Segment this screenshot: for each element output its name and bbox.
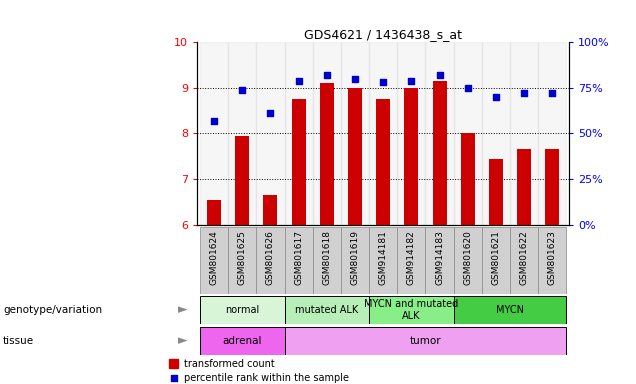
Bar — [291, 99, 306, 225]
Bar — [482, 42, 510, 225]
Bar — [200, 42, 228, 225]
Text: GSM801623: GSM801623 — [548, 230, 556, 285]
Point — [322, 72, 332, 78]
FancyBboxPatch shape — [425, 227, 453, 294]
FancyBboxPatch shape — [284, 327, 567, 355]
FancyBboxPatch shape — [453, 296, 567, 324]
Point — [519, 90, 529, 96]
Bar — [398, 42, 425, 225]
Text: MYCN and mutated
ALK: MYCN and mutated ALK — [364, 299, 459, 321]
FancyBboxPatch shape — [228, 227, 256, 294]
Point — [406, 78, 417, 84]
Bar — [284, 42, 313, 225]
Point — [294, 78, 304, 84]
Text: ►: ► — [178, 304, 188, 316]
Bar — [489, 159, 503, 225]
Point — [462, 85, 473, 91]
Text: GSM801626: GSM801626 — [266, 230, 275, 285]
Bar — [425, 42, 453, 225]
FancyBboxPatch shape — [200, 327, 284, 355]
Bar — [432, 81, 446, 225]
Bar — [460, 134, 475, 225]
Text: GSM801618: GSM801618 — [322, 230, 331, 285]
Text: GSM801619: GSM801619 — [350, 230, 359, 285]
FancyBboxPatch shape — [538, 227, 567, 294]
Text: genotype/variation: genotype/variation — [3, 305, 102, 315]
Text: tumor: tumor — [410, 336, 441, 346]
Bar — [545, 149, 559, 225]
Bar — [376, 99, 391, 225]
Text: GSM801625: GSM801625 — [238, 230, 247, 285]
FancyBboxPatch shape — [341, 227, 369, 294]
FancyBboxPatch shape — [369, 227, 398, 294]
FancyBboxPatch shape — [482, 227, 510, 294]
Text: ►: ► — [178, 334, 188, 347]
Bar — [510, 42, 538, 225]
Text: normal: normal — [225, 305, 259, 315]
Bar — [169, 359, 178, 368]
Text: GSM914183: GSM914183 — [435, 230, 444, 285]
Point — [350, 76, 360, 82]
Text: adrenal: adrenal — [223, 336, 262, 346]
Bar — [207, 200, 221, 225]
Point — [209, 118, 219, 124]
FancyBboxPatch shape — [369, 296, 453, 324]
Bar — [369, 42, 398, 225]
Bar — [453, 42, 482, 225]
FancyBboxPatch shape — [510, 227, 538, 294]
Text: tissue: tissue — [3, 336, 34, 346]
Text: GSM801622: GSM801622 — [520, 230, 529, 285]
Bar — [320, 83, 334, 225]
FancyBboxPatch shape — [256, 227, 284, 294]
Point — [434, 72, 445, 78]
Point — [265, 110, 275, 116]
Text: MYCN: MYCN — [496, 305, 524, 315]
FancyBboxPatch shape — [284, 227, 313, 294]
Text: GSM914182: GSM914182 — [407, 230, 416, 285]
Bar — [517, 149, 531, 225]
Point — [491, 94, 501, 100]
Text: GSM801621: GSM801621 — [492, 230, 501, 285]
Bar — [538, 42, 567, 225]
Bar — [404, 88, 418, 225]
Bar — [348, 88, 362, 225]
Text: GSM801620: GSM801620 — [463, 230, 473, 285]
Bar — [235, 136, 249, 225]
Bar — [256, 42, 284, 225]
FancyBboxPatch shape — [284, 296, 369, 324]
FancyBboxPatch shape — [453, 227, 482, 294]
Title: GDS4621 / 1436438_s_at: GDS4621 / 1436438_s_at — [304, 28, 462, 41]
Bar — [341, 42, 369, 225]
FancyBboxPatch shape — [398, 227, 425, 294]
Text: mutated ALK: mutated ALK — [295, 305, 359, 315]
Bar — [263, 195, 277, 225]
Point — [547, 90, 557, 96]
Text: GSM801617: GSM801617 — [294, 230, 303, 285]
Bar — [228, 42, 256, 225]
Text: GSM914181: GSM914181 — [378, 230, 388, 285]
Bar — [313, 42, 341, 225]
Point — [237, 87, 247, 93]
FancyBboxPatch shape — [200, 227, 228, 294]
Point — [439, 312, 450, 318]
Text: transformed count: transformed count — [184, 359, 274, 369]
Text: percentile rank within the sample: percentile rank within the sample — [184, 373, 349, 383]
FancyBboxPatch shape — [313, 227, 341, 294]
FancyBboxPatch shape — [200, 296, 284, 324]
Text: GSM801624: GSM801624 — [210, 230, 219, 285]
Point — [378, 79, 389, 86]
